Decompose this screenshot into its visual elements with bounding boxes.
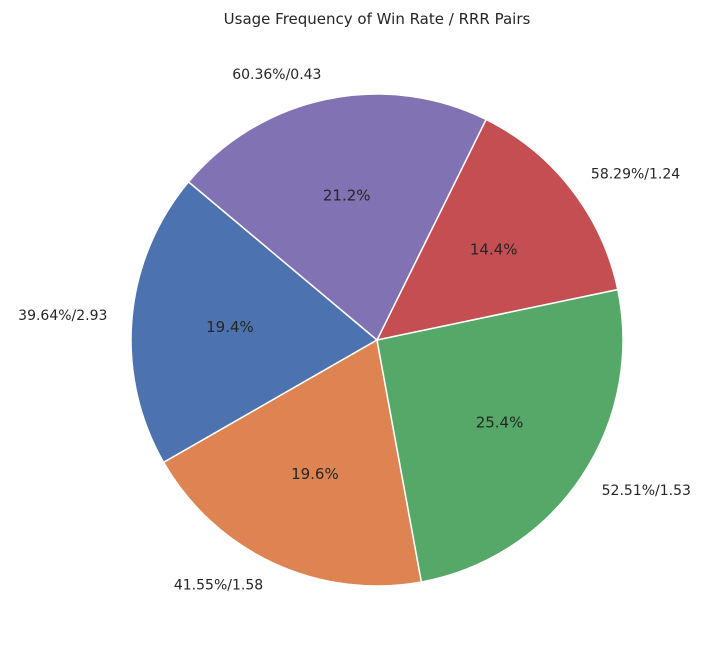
- slice-percent-label: 14.4%: [470, 241, 518, 259]
- slice-label: 60.36%/0.43: [232, 67, 321, 83]
- slice-label: 41.55%/1.58: [174, 577, 263, 593]
- slice-label: 58.29%/1.24: [591, 166, 680, 182]
- percent-labels: 19.4% 19.6% 25.4% 14.4% 21.2%: [206, 187, 523, 483]
- slice-percent-label: 19.4%: [206, 318, 254, 336]
- pie-slice: [162, 338, 423, 587]
- slice-percent-label: 19.6%: [291, 465, 339, 483]
- pie-slice: [375, 118, 619, 342]
- slice-label: 52.51%/1.53: [602, 483, 691, 499]
- pie-slice: [130, 180, 379, 464]
- pie-slice: [187, 93, 488, 342]
- slice-percent-label: 25.4%: [476, 413, 524, 431]
- slice-percent-label: 21.2%: [323, 187, 371, 205]
- slice-label: 39.64%/2.93: [18, 308, 107, 324]
- slice-labels: 39.64%/2.93 41.55%/1.58 52.51%/1.53 58.29%/…: [18, 67, 691, 593]
- chart-title: Usage Frequency of Win Rate / RRR Pairs: [224, 10, 531, 28]
- pie-slices: [130, 93, 624, 587]
- pie-slice: [376, 288, 624, 583]
